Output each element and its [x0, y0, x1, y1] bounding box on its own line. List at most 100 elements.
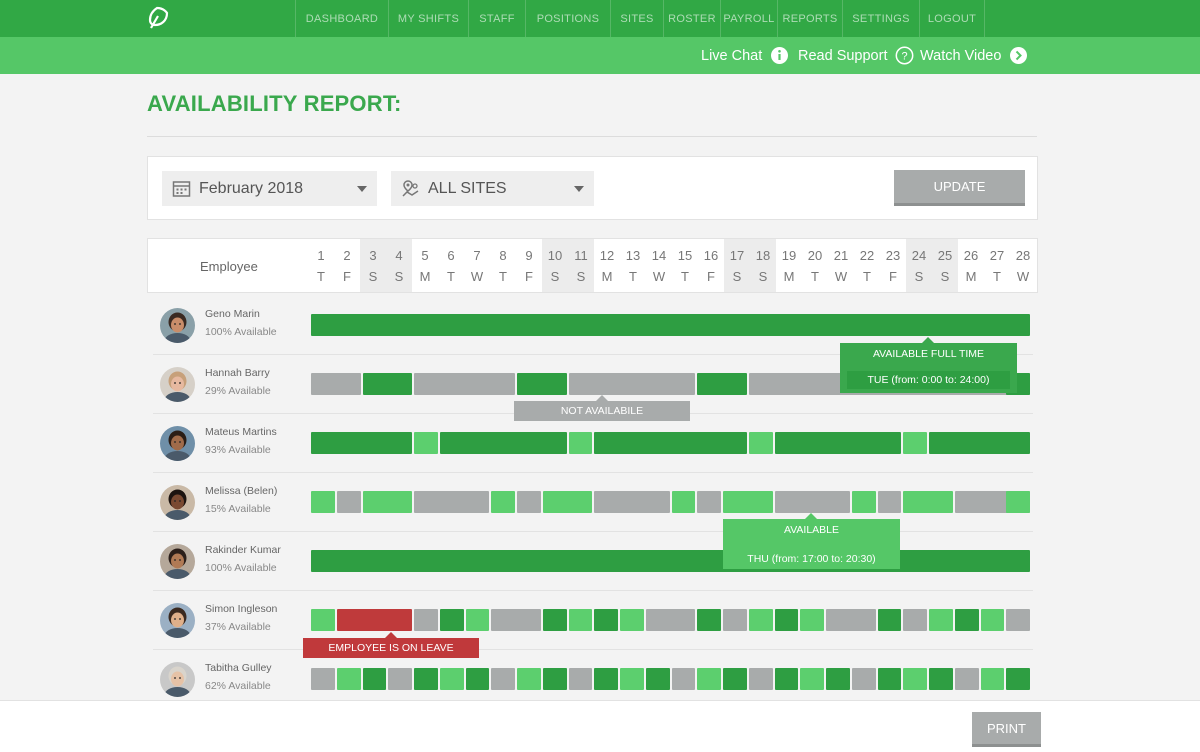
availability-segment-dark[interactable]	[774, 668, 799, 690]
availability-segment-dark[interactable]	[645, 668, 670, 690]
availability-segment-dark[interactable]	[774, 609, 799, 631]
availability-segment-grey[interactable]	[568, 373, 696, 395]
availability-segment-dark[interactable]	[414, 668, 438, 690]
availability-segment-grey[interactable]	[414, 609, 438, 631]
availability-segment-dark[interactable]	[362, 668, 387, 690]
employee-name[interactable]: Geno Marin	[205, 308, 260, 320]
availability-segment-dark[interactable]	[697, 609, 721, 631]
availability-segment-grey[interactable]	[491, 668, 515, 690]
availability-segment-light[interactable]	[748, 609, 773, 631]
leaf-logo-icon[interactable]	[144, 5, 170, 31]
availability-segment-light[interactable]	[748, 432, 773, 454]
availability-segment-dark[interactable]	[929, 668, 953, 690]
availability-segment-grey[interactable]	[311, 668, 335, 690]
nav-item-settings[interactable]: SETTINGS	[842, 0, 919, 37]
availability-segment-light[interactable]	[723, 491, 773, 513]
availability-segment-grey[interactable]	[826, 609, 876, 631]
availability-segment-grey[interactable]	[1006, 609, 1030, 631]
availability-segment-light[interactable]	[336, 668, 361, 690]
availability-segment-dark[interactable]	[517, 373, 567, 395]
availability-segment-grey[interactable]	[723, 609, 747, 631]
employee-name[interactable]: Rakinder Kumar	[205, 544, 281, 556]
employee-name[interactable]: Hannah Barry	[205, 367, 270, 379]
availability-segment-dark[interactable]	[594, 609, 618, 631]
nav-item-logout[interactable]: LOGOUT	[919, 0, 985, 37]
avatar[interactable]	[160, 485, 195, 520]
availability-segment-light[interactable]	[491, 491, 515, 513]
availability-segment-dark[interactable]	[311, 550, 1030, 572]
availability-segment-light[interactable]	[414, 432, 438, 454]
availability-segment-dark[interactable]	[723, 668, 747, 690]
availability-segment-dark[interactable]	[465, 668, 490, 690]
availability-segment-grey[interactable]	[388, 668, 412, 690]
availability-segment-light[interactable]	[439, 668, 464, 690]
availability-segment-light[interactable]	[465, 609, 490, 631]
avatar[interactable]	[160, 662, 195, 697]
availability-segment-light[interactable]	[800, 609, 824, 631]
availability-segment-dark[interactable]	[774, 432, 902, 454]
availability-segment-light[interactable]	[697, 668, 721, 690]
availability-segment-light[interactable]	[800, 668, 824, 690]
availability-segment-grey[interactable]	[645, 609, 696, 631]
nav-item-my-shifts[interactable]: MY SHIFTS	[388, 0, 468, 37]
nav-item-reports[interactable]: REPORTS	[777, 0, 842, 37]
availability-segment-grey[interactable]	[336, 491, 361, 513]
month-select[interactable]: February 2018	[162, 171, 377, 206]
availability-segment-dark[interactable]	[877, 609, 902, 631]
employee-name[interactable]: Melissa (Belen)	[205, 485, 278, 497]
availability-segment-dark[interactable]	[362, 373, 412, 395]
availability-segment-dark[interactable]	[311, 314, 1030, 336]
availability-segment-light[interactable]	[620, 609, 644, 631]
availability-segment-light[interactable]	[980, 609, 1005, 631]
availability-segment-light[interactable]	[311, 609, 335, 631]
availability-segment-grey[interactable]	[517, 491, 541, 513]
availability-segment-dark[interactable]	[877, 668, 902, 690]
availability-segment-light[interactable]	[903, 668, 927, 690]
availability-segment-grey[interactable]	[491, 609, 541, 631]
availability-segment-light[interactable]	[542, 491, 593, 513]
live-chat-link[interactable]: Live Chat	[701, 37, 789, 74]
availability-segment-dark[interactable]	[1006, 668, 1030, 690]
availability-segment-light[interactable]	[311, 491, 335, 513]
availability-segment-light[interactable]	[568, 432, 593, 454]
availability-segment-light[interactable]	[671, 491, 696, 513]
availability-segment-grey[interactable]	[774, 491, 850, 513]
nav-item-roster[interactable]: ROSTER	[663, 0, 720, 37]
site-select[interactable]: ALL SITES	[391, 171, 594, 206]
employee-name[interactable]: Tabitha Gulley	[205, 662, 272, 674]
nav-item-positions[interactable]: POSITIONS	[525, 0, 610, 37]
availability-segment-grey[interactable]	[954, 668, 979, 690]
avatar[interactable]	[160, 308, 195, 343]
availability-segment-dark[interactable]	[594, 668, 618, 690]
nav-item-dashboard[interactable]: DASHBOARD	[295, 0, 388, 37]
availability-segment-grey[interactable]	[748, 668, 773, 690]
avatar[interactable]	[160, 603, 195, 638]
availability-segment-grey[interactable]	[671, 668, 696, 690]
availability-segment-light[interactable]	[980, 668, 1005, 690]
availability-segment-light[interactable]	[903, 491, 953, 513]
availability-segment-dark[interactable]	[439, 609, 464, 631]
availability-segment-dark[interactable]	[594, 432, 747, 454]
availability-segment-grey[interactable]	[594, 491, 670, 513]
availability-segment-light[interactable]	[568, 609, 593, 631]
availability-segment-light[interactable]	[362, 491, 412, 513]
nav-item-payroll[interactable]: PAYROLL	[720, 0, 777, 37]
availability-segment-grey[interactable]	[414, 491, 490, 513]
update-button[interactable]: UPDATE	[894, 170, 1025, 206]
availability-segment-light[interactable]	[929, 609, 953, 631]
read-support-link[interactable]: Read Support ?	[798, 37, 914, 74]
availability-segment-dark[interactable]	[542, 609, 567, 631]
availability-segment-dark[interactable]	[697, 373, 747, 395]
availability-segment-light[interactable]	[1006, 491, 1030, 513]
availability-segment-light[interactable]	[620, 668, 644, 690]
availability-segment-grey[interactable]	[903, 609, 927, 631]
print-button[interactable]: PRINT	[972, 712, 1041, 747]
availability-segment-red[interactable]	[336, 609, 412, 631]
avatar[interactable]	[160, 426, 195, 461]
avatar[interactable]	[160, 367, 195, 402]
availability-segment-dark[interactable]	[954, 609, 979, 631]
availability-segment-dark[interactable]	[542, 668, 567, 690]
nav-item-staff[interactable]: STAFF	[468, 0, 525, 37]
availability-segment-dark[interactable]	[929, 432, 1030, 454]
availability-segment-grey[interactable]	[697, 491, 721, 513]
